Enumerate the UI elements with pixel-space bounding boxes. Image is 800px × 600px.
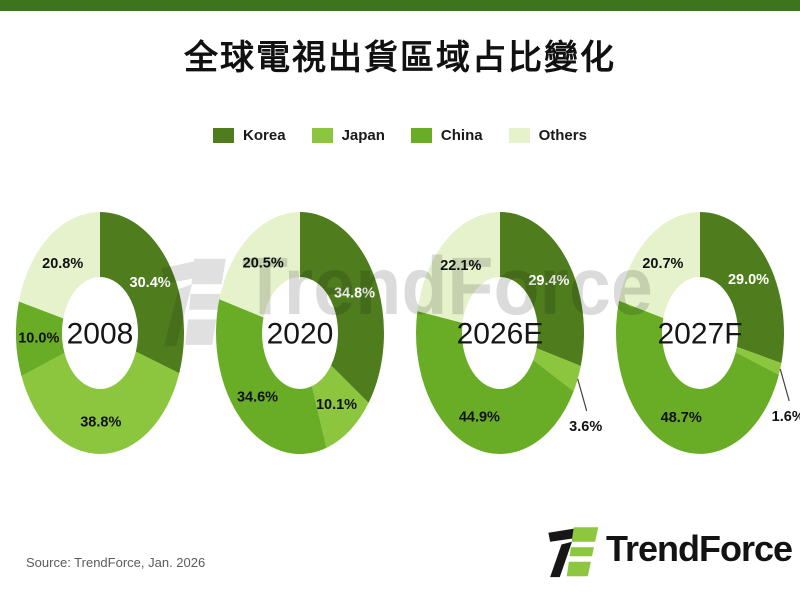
legend-label: China (440, 127, 483, 144)
legend-label: Korea (243, 127, 286, 144)
donut-slice-china (616, 300, 779, 454)
slice-value-label: 20.7% (642, 256, 683, 272)
slice-value-label: 29.4% (528, 273, 569, 289)
donut-slice-others (417, 212, 500, 323)
slice-value-label-outside: 3.6% (569, 419, 602, 435)
donut-chart-2026e: 29.4% 3.6% 44.9% 22.1% 2026E (400, 205, 602, 485)
donut-center-label: 2008 (67, 318, 134, 351)
slice-value-label: 22.1% (440, 258, 481, 274)
donut-chart-2027f: 29.0% 1.6% 48.7% 20.7% 2027F (600, 205, 800, 485)
donut-slice-china (415, 311, 574, 455)
legend-item-china: China (410, 127, 483, 144)
donut-slice-japan (533, 348, 581, 392)
trendforce-logo-text: TrendForce (606, 528, 793, 569)
donut-slice-korea (500, 212, 585, 367)
label-leader-line (577, 378, 588, 412)
donut-slice-others (18, 212, 100, 319)
slice-value-label: 29.0% (728, 272, 769, 288)
slice-value-label: 10.1% (316, 397, 357, 413)
legend-label: Others (538, 127, 587, 144)
slice-value-label: 38.8% (80, 414, 121, 430)
legend-item-japan: Japan (311, 127, 385, 144)
legend-label: Japan (341, 127, 385, 144)
slice-value-label: 44.9% (459, 409, 500, 425)
donut-slice-korea (300, 212, 384, 403)
slice-value-label: 20.5% (243, 255, 284, 271)
slice-value-label: 34.6% (237, 390, 278, 406)
donut-chart-2020: 34.8% 10.1% 34.6% 20.5% 2020 (200, 205, 400, 485)
label-leader-line (779, 368, 790, 402)
legend-swatch-korea (213, 128, 235, 143)
legend-item-korea: Korea (213, 127, 286, 144)
slice-value-label: 48.7% (661, 410, 702, 426)
legend-swatch-japan (311, 128, 333, 143)
donut-svg: 29.4% 3.6% 44.9% 22.1% 2026E (415, 212, 602, 455)
legend: Korea Japan China Others (0, 127, 800, 144)
donut-slice-korea (700, 212, 784, 364)
page-title: 全球電視出貨區域占比變化 (184, 39, 616, 77)
slice-value-label-outside: 1.6% (772, 409, 800, 425)
donut-svg: 30.4% 38.8% 10.0% 20.8% 2008 (16, 212, 184, 454)
donut-slice-others (219, 212, 300, 318)
donut-slice-others (619, 212, 700, 319)
trendforce-logo-icon (548, 527, 599, 578)
donut-slice-china (16, 301, 65, 377)
source-note: Source: TrendForce, Jan. 2026 (26, 555, 206, 570)
donut-chart-2008: 30.4% 38.8% 10.0% 20.8% 2008 (0, 205, 200, 485)
slice-value-label: 10.0% (18, 330, 59, 346)
trendforce-logo: TrendForce (544, 520, 793, 578)
donut-center-label: 2027F (657, 318, 742, 351)
top-accent-bar (0, 0, 800, 11)
donut-svg: 34.8% 10.1% 34.6% 20.5% 2020 (216, 212, 384, 454)
slice-value-label: 34.8% (334, 285, 375, 301)
donut-slice-japan (311, 365, 369, 448)
donut-slice-japan (21, 351, 180, 454)
donut-center-label: 2020 (267, 318, 334, 351)
legend-item-others: Others (508, 127, 587, 144)
charts-row: 30.4% 38.8% 10.0% 20.8% 2008 34.8% 10.1% 34.6% 2… (0, 205, 800, 485)
donut-slice-japan (735, 346, 782, 375)
donut-svg: 29.0% 1.6% 48.7% 20.7% 2027F (616, 212, 800, 454)
legend-swatch-others (508, 128, 530, 143)
slice-value-label: 20.8% (42, 256, 83, 272)
donut-slice-korea (100, 212, 184, 374)
legend-swatch-china (410, 128, 432, 143)
donut-center-label: 2026E (457, 318, 544, 351)
donut-slice-china (216, 299, 327, 454)
slice-value-label: 30.4% (130, 275, 171, 291)
